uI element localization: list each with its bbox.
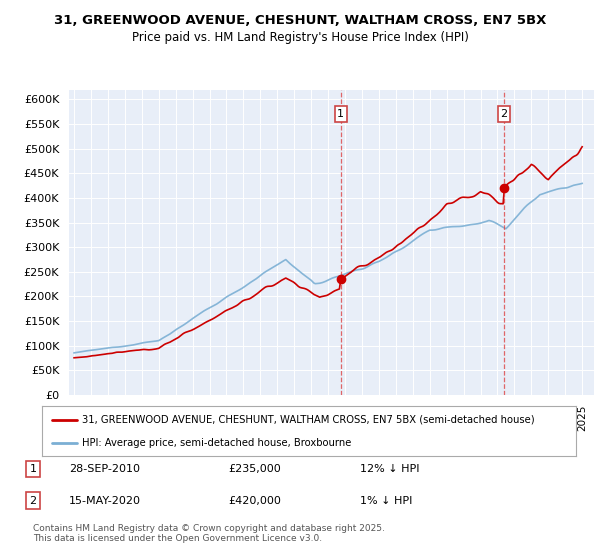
Text: Contains HM Land Registry data © Crown copyright and database right 2025.
This d: Contains HM Land Registry data © Crown c… (33, 524, 385, 543)
Text: 1: 1 (337, 109, 344, 119)
Text: 31, GREENWOOD AVENUE, CHESHUNT, WALTHAM CROSS, EN7 5BX (semi-detached house): 31, GREENWOOD AVENUE, CHESHUNT, WALTHAM … (82, 414, 535, 424)
Text: £235,000: £235,000 (228, 464, 281, 474)
Text: £420,000: £420,000 (228, 496, 281, 506)
Text: 2: 2 (29, 496, 37, 506)
Text: 2: 2 (500, 109, 508, 119)
Text: 28-SEP-2010: 28-SEP-2010 (69, 464, 140, 474)
Text: 15-MAY-2020: 15-MAY-2020 (69, 496, 141, 506)
Text: HPI: Average price, semi-detached house, Broxbourne: HPI: Average price, semi-detached house,… (82, 438, 352, 448)
Text: 31, GREENWOOD AVENUE, CHESHUNT, WALTHAM CROSS, EN7 5BX: 31, GREENWOOD AVENUE, CHESHUNT, WALTHAM … (54, 14, 546, 27)
Text: 12% ↓ HPI: 12% ↓ HPI (360, 464, 419, 474)
Text: 1% ↓ HPI: 1% ↓ HPI (360, 496, 412, 506)
Text: Price paid vs. HM Land Registry's House Price Index (HPI): Price paid vs. HM Land Registry's House … (131, 31, 469, 44)
Text: 1: 1 (29, 464, 37, 474)
